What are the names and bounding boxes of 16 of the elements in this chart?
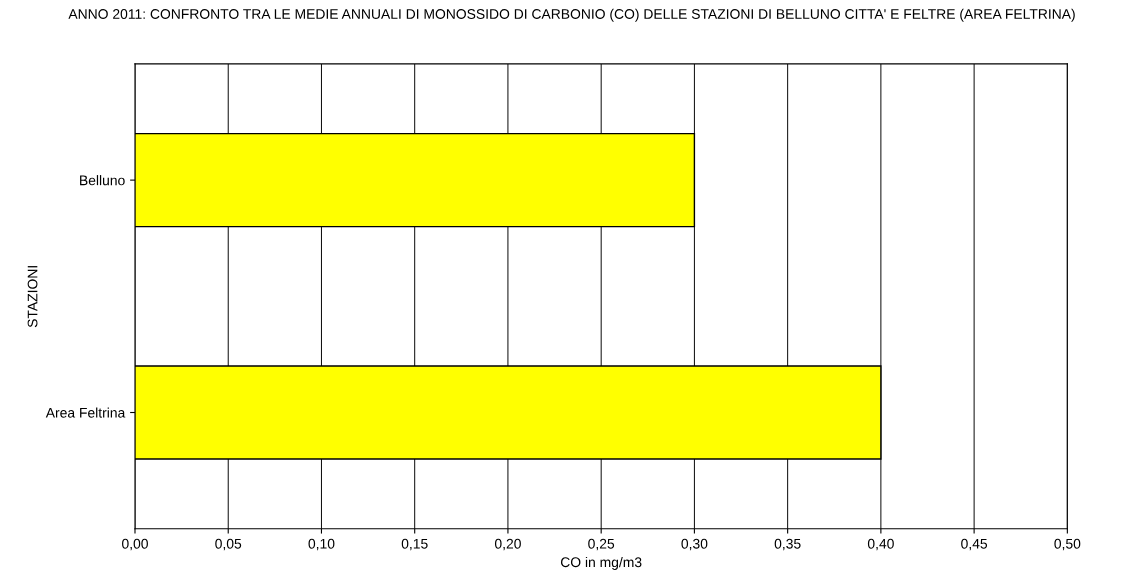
y-axis-title: STAZIONI bbox=[27, 266, 38, 328]
x-tick-label: 0,50 bbox=[1054, 538, 1081, 551]
x-tick-label: 0,25 bbox=[588, 538, 615, 551]
x-tick-label: 0,05 bbox=[215, 538, 242, 551]
y-tick-label: Belluno bbox=[80, 175, 125, 186]
y-tick-label: Area Feltrina bbox=[45, 407, 126, 418]
x-tick-label: 0,10 bbox=[308, 538, 335, 551]
x-tick-label: 0,45 bbox=[961, 538, 988, 551]
x-tick-label: 0,15 bbox=[401, 538, 428, 551]
x-tick-label: 0,00 bbox=[122, 538, 148, 551]
x-tick-label: 0,20 bbox=[494, 538, 521, 551]
x-tick-label: 0,35 bbox=[774, 538, 801, 551]
x-tick-label: 0,40 bbox=[867, 538, 894, 551]
x-tick-label: 0,30 bbox=[681, 538, 708, 551]
chart-title: ANNO 2011: CONFRONTO TRA LE MEDIE ANNUALI DI MONOSSIDO DI CARBONIO (CO) DELLE STAZIONI DI BELLUNO CITTA' E FELTRE (AREA FELTRINA) bbox=[68, 8, 1075, 22]
x-axis-title: CO in mg/m3 bbox=[560, 556, 642, 570]
